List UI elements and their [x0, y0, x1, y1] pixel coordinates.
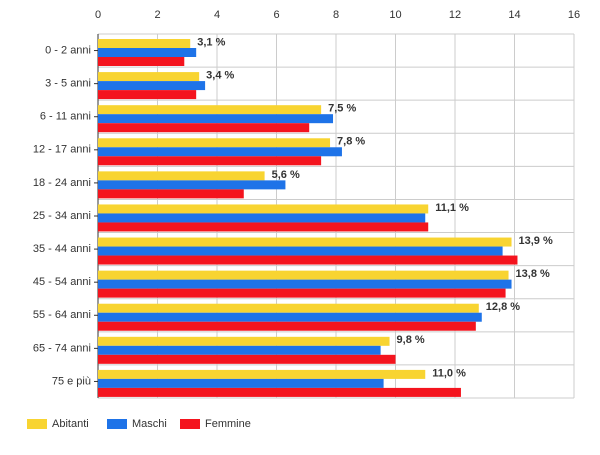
- data-label: 12,8 %: [486, 301, 520, 313]
- category-label: 55 - 64 anni: [33, 309, 91, 321]
- x-tick-label: 10: [389, 9, 401, 21]
- bar-abitanti: [98, 270, 509, 280]
- bar-femmine: [98, 123, 310, 133]
- legend-label: Femmine: [205, 418, 251, 430]
- category-label: 3 - 5 anni: [45, 78, 91, 90]
- legend: Abitanti Maschi Femmine: [27, 418, 251, 430]
- data-label: 3,4 %: [206, 69, 234, 81]
- category-label: 25 - 34 anni: [33, 210, 91, 222]
- data-label: 13,8 %: [516, 268, 550, 280]
- bar-maschi: [98, 147, 342, 157]
- legend-label: Maschi: [132, 418, 167, 430]
- bar-abitanti: [98, 204, 429, 214]
- data-label: 13,9 %: [519, 235, 553, 247]
- legend-swatch-maschi: [107, 419, 127, 429]
- bar-abitanti: [98, 105, 322, 115]
- category-label: 0 - 2 anni: [45, 44, 91, 56]
- bar-femmine: [98, 288, 506, 298]
- bar-maschi: [98, 48, 197, 57]
- data-label: 7,8 %: [337, 136, 365, 148]
- bar-maschi: [98, 312, 482, 322]
- bar-femmine: [98, 255, 518, 265]
- data-label: 5,6 %: [272, 169, 300, 181]
- x-tick-label: 0: [95, 9, 101, 21]
- bar-maschi: [98, 180, 286, 190]
- x-tick-label: 12: [449, 9, 461, 21]
- bar-femmine: [98, 354, 396, 364]
- bar-abitanti: [98, 369, 426, 379]
- category-label: 35 - 44 anni: [33, 243, 91, 255]
- bar-abitanti: [98, 171, 265, 181]
- legend-label: Abitanti: [52, 418, 89, 430]
- bar-femmine: [98, 156, 322, 166]
- bar-femmine: [98, 90, 197, 100]
- category-label: 65 - 74 anni: [33, 342, 91, 354]
- bar-abitanti: [98, 72, 200, 82]
- bar-maschi: [98, 246, 503, 256]
- category-label: 12 - 17 anni: [33, 144, 91, 156]
- bar-maschi: [98, 378, 384, 388]
- category-label: 75 e più: [52, 375, 91, 387]
- data-label: 11,0 %: [432, 367, 466, 379]
- data-label: 9,8 %: [397, 334, 425, 346]
- category-label: 18 - 24 anni: [33, 177, 91, 189]
- bar-femmine: [98, 57, 185, 66]
- data-labels: 3,1 % 3,4 % 7,5 % 7,8 % 5,6 % 11,1 % 13,9 % 13,…: [197, 36, 553, 379]
- bar-femmine: [98, 321, 476, 331]
- data-label: 7,5 %: [328, 103, 356, 115]
- bar-maschi: [98, 345, 381, 355]
- bar-abitanti: [98, 39, 191, 48]
- bar-abitanti: [98, 303, 479, 313]
- x-tick-label: 8: [333, 9, 339, 21]
- category-label: 45 - 54 anni: [33, 276, 91, 288]
- bar-maschi: [98, 279, 512, 289]
- bar-femmine: [98, 189, 244, 199]
- data-label: 11,1 %: [435, 202, 469, 214]
- bar-maschi: [98, 81, 206, 91]
- bar-femmine: [98, 222, 429, 232]
- bar-abitanti: [98, 138, 331, 148]
- bar-maschi: [98, 213, 426, 223]
- x-tick-label: 6: [273, 9, 279, 21]
- bars: [98, 39, 518, 397]
- x-tick-label: 4: [214, 9, 220, 21]
- bar-maschi: [98, 114, 334, 124]
- legend-swatch-femmine: [180, 419, 200, 429]
- x-tick-label: 2: [154, 9, 160, 21]
- bar-abitanti: [98, 237, 512, 247]
- bar-abitanti: [98, 336, 390, 346]
- bar-femmine: [98, 387, 461, 397]
- category-label: 6 - 11 anni: [40, 111, 91, 123]
- y-axis-categories: 0 - 2 anni 3 - 5 anni 6 - 11 anni 12 - 17 a…: [33, 44, 98, 387]
- x-axis-ticks: 0 2 4 6 8 10 12 14 16: [95, 9, 580, 21]
- x-tick-label: 16: [568, 9, 580, 21]
- data-label: 3,1 %: [197, 36, 225, 48]
- x-tick-label: 14: [508, 9, 520, 21]
- legend-swatch-abitanti: [27, 419, 47, 429]
